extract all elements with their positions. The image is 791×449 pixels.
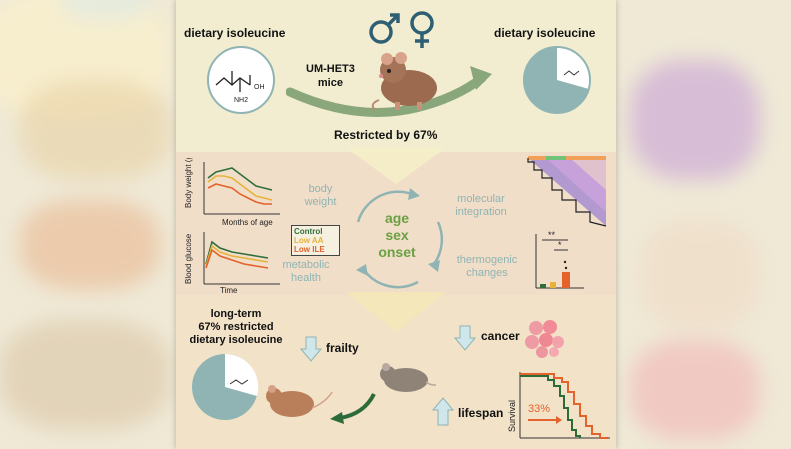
restriction-arrow-icon — [286, 66, 492, 117]
molecule-nh2: NH2 — [234, 97, 248, 104]
frailty-mice-icon — [266, 363, 436, 424]
survival-gain-label: 33% — [528, 403, 550, 415]
molecular-integration-line1: molecular — [457, 193, 505, 205]
lifespan-up-arrow-icon — [432, 397, 454, 426]
stat-star: * — [558, 240, 562, 250]
chart-legend: Control Low AA Low ILE — [291, 225, 340, 256]
molecular-integration-label: molecular integration — [446, 193, 516, 219]
weight-ylabel: Body weight (g) — [184, 158, 193, 208]
restriction-label: Restricted by 67% — [334, 128, 438, 142]
body-weight-line1: body — [308, 183, 333, 195]
cycle-arrows-icon — [356, 188, 444, 289]
legend-low-ile: Low ILE — [294, 245, 325, 254]
core-sex: sex — [385, 227, 409, 243]
frailty-down-arrow-icon — [300, 336, 322, 362]
isoleucine-molecule-icon: OH NH2 — [207, 46, 275, 114]
long-term-line2: 67% restricted — [198, 321, 274, 333]
body-weight-chart: Body weight (g) — [184, 158, 280, 215]
lifespan-label: lifespan — [458, 406, 504, 420]
molecular-heatmap-icon — [527, 156, 607, 227]
thermogenic-bar-chart: ** * — [535, 230, 584, 289]
survival-chart: Survival 33% — [507, 372, 610, 439]
thermogenic-changes-label: thermogenic changes — [452, 254, 522, 280]
core-terms: age sex onset — [372, 210, 422, 261]
thermogenic-changes-line2: changes — [466, 267, 508, 279]
metabolic-health-line1: metabolic — [282, 259, 330, 271]
cancer-label: cancer — [481, 329, 520, 343]
flow-chevron-bottom-icon — [346, 292, 446, 332]
mice-label-line2: mice — [317, 77, 343, 89]
cancer-cells-icon — [525, 320, 564, 358]
restricted-isoleucine-pie-bottom-icon — [192, 353, 259, 420]
body-weight-label: body weight — [298, 183, 343, 209]
long-term-line1: long-term — [210, 308, 262, 320]
core-onset: onset — [378, 244, 416, 260]
mice-label: UM-HET3 mice — [306, 62, 355, 90]
mouse-icon — [371, 52, 437, 111]
glucose-xlabel: Time — [220, 286, 238, 295]
legend-control: Control — [294, 227, 323, 236]
weight-xlabel: Months of age — [222, 218, 273, 227]
glucose-ylabel: Blood glucose — [184, 233, 193, 284]
body-weight-line2: weight — [304, 196, 337, 208]
restricted-isoleucine-pie-icon — [523, 46, 591, 114]
flow-chevron-icon — [346, 148, 446, 184]
survival-axis-label: Survival — [507, 400, 517, 432]
molecular-integration-line2: integration — [455, 206, 507, 218]
long-term-line3: dietary isoleucine — [189, 334, 283, 346]
metabolic-health-line2: health — [291, 272, 321, 284]
thermogenic-changes-line1: thermogenic — [456, 254, 518, 266]
right-title: dietary isoleucine — [494, 26, 596, 40]
metabolic-health-label: metabolic health — [276, 259, 336, 285]
frailty-label: frailty — [326, 341, 359, 355]
graphical-abstract: dietary isoleucine dietary isoleucine OH… — [176, 0, 616, 449]
core-age: age — [384, 210, 410, 226]
left-title: dietary isoleucine — [184, 26, 286, 40]
cancer-down-arrow-icon — [454, 325, 476, 351]
legend-low-aa: Low AA — [294, 236, 324, 245]
stat-double-star: ** — [548, 230, 556, 240]
long-term-label: long-term 67% restricted dietary isoleuc… — [186, 308, 286, 347]
mice-label-line1: UM-HET3 — [306, 63, 355, 75]
blood-glucose-chart: Blood glucose — [184, 232, 280, 285]
sex-symbols-icon — [369, 11, 434, 48]
molecule-oh: OH — [254, 84, 265, 91]
